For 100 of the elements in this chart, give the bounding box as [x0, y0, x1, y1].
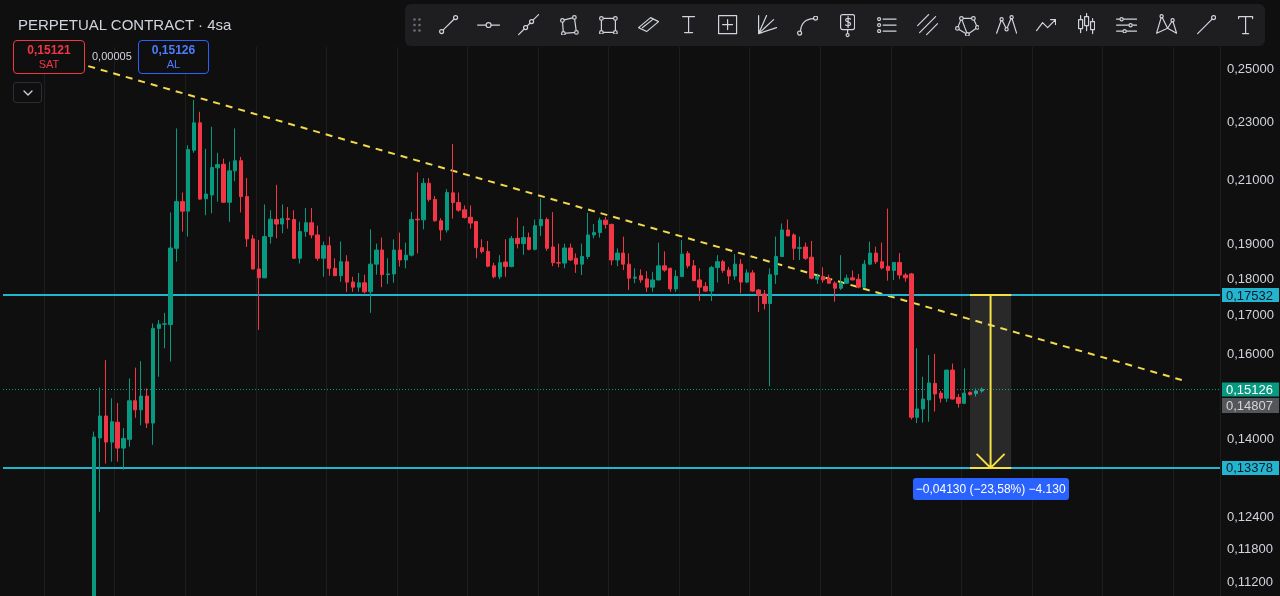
candlestick	[245, 177, 249, 248]
candlestick	[674, 269, 678, 293]
candlestick	[509, 235, 514, 268]
candlestick	[545, 217, 549, 252]
candlestick	[833, 280, 837, 303]
candlestick	[239, 156, 243, 213]
annotation: 0,15126	[151, 43, 196, 57]
candlestick	[686, 250, 690, 269]
buy-button: 0,15126 AL	[138, 40, 209, 74]
candlestick	[621, 236, 625, 271]
ref-line-label: 0,15126	[1226, 381, 1273, 397]
candlestick	[768, 267, 772, 387]
candlestick	[362, 274, 367, 294]
candlestick	[827, 274, 831, 285]
candlestick	[345, 254, 349, 293]
candlestick	[815, 273, 819, 285]
candlestick	[380, 237, 384, 288]
candlestick	[445, 188, 449, 234]
candlestick	[521, 225, 526, 256]
candlestick	[433, 195, 437, 222]
candlestick	[515, 217, 520, 249]
candlestick	[968, 390, 972, 397]
y-tick-label: 0,14000	[1227, 431, 1274, 447]
candlestick	[821, 266, 825, 284]
candlestick	[480, 238, 484, 254]
candlestick	[527, 232, 531, 251]
candlestick	[645, 270, 649, 293]
candlestick	[286, 206, 290, 230]
candlestick	[280, 203, 284, 234]
candlestick	[145, 387, 149, 429]
candlestick	[774, 236, 778, 285]
candlestick	[304, 207, 308, 238]
ref-line-label: 0,13378	[1226, 460, 1273, 476]
y-tick-label: 0,11800	[1227, 540, 1274, 556]
candlestick	[98, 387, 102, 513]
candlestick	[115, 402, 120, 463]
candlestick	[492, 262, 496, 279]
candlestick	[257, 239, 261, 331]
candlestick	[680, 239, 684, 278]
candlestick	[133, 367, 137, 419]
candlestick	[615, 247, 620, 267]
candlestick	[392, 238, 396, 284]
candlestick	[580, 243, 584, 276]
candlestick	[592, 223, 596, 239]
candlestick	[357, 272, 361, 293]
candlestick	[892, 261, 896, 281]
annotation: 0,15121	[27, 43, 71, 57]
candlestick	[880, 242, 884, 270]
candlestick	[727, 266, 731, 285]
sell-button: 0,15121 SAT	[13, 40, 85, 74]
candlestick	[204, 148, 208, 216]
candlestick	[192, 99, 196, 154]
candlestick	[780, 222, 784, 258]
candlestick	[797, 236, 802, 261]
ref-line-label: 0,17532	[1226, 287, 1273, 303]
candlestick	[298, 221, 302, 264]
candlestick	[503, 238, 508, 278]
candlestick	[486, 240, 490, 268]
candlestick	[104, 359, 108, 465]
candlestick	[633, 267, 637, 284]
y-tick-label: 0,17000	[1227, 307, 1274, 323]
y-tick-label: 0,23000	[1227, 113, 1274, 129]
candlestick	[221, 158, 226, 204]
candlestick	[398, 232, 402, 268]
candlestick	[351, 276, 355, 293]
candlestick	[868, 241, 872, 266]
candlestick	[792, 232, 796, 261]
candlestick	[427, 177, 431, 203]
candlestick	[533, 219, 537, 251]
candlestick	[274, 184, 279, 239]
candlestick	[321, 241, 326, 278]
candlestick	[339, 241, 343, 283]
y-tick-label: 0,19000	[1227, 236, 1274, 252]
candlestick	[927, 354, 931, 423]
candlestick	[292, 209, 296, 260]
candlestick	[386, 257, 390, 285]
candlestick	[745, 268, 749, 284]
y-tick-label: 0,21000	[1227, 172, 1274, 188]
candlestick	[786, 219, 790, 237]
candlestick	[933, 353, 937, 413]
candlestick	[862, 259, 866, 289]
y-tick-label: 0,18000	[1227, 270, 1274, 286]
candlestick	[415, 171, 420, 254]
chart-title: PERPETUAL CONTRACT · 4sa	[18, 16, 233, 33]
candlestick	[627, 252, 631, 291]
candlestick	[186, 144, 190, 238]
candlestick	[92, 431, 96, 596]
annotation: −0,04130 (−23,58%) −4.130	[912, 477, 1069, 500]
candlestick	[586, 212, 590, 260]
candlestick	[874, 246, 878, 265]
y-tick-label: 0,11200	[1227, 574, 1274, 590]
candlestick	[327, 236, 331, 277]
annotation: 0,00005	[92, 50, 132, 63]
text: 0,14807	[1222, 398, 1279, 414]
candlestick	[939, 390, 943, 403]
candlestick	[598, 217, 602, 239]
annotation: AL	[166, 57, 181, 71]
annotation: SAT	[38, 57, 60, 71]
y-tick-label: 0,25000	[1227, 60, 1274, 76]
candlestick	[110, 397, 114, 463]
